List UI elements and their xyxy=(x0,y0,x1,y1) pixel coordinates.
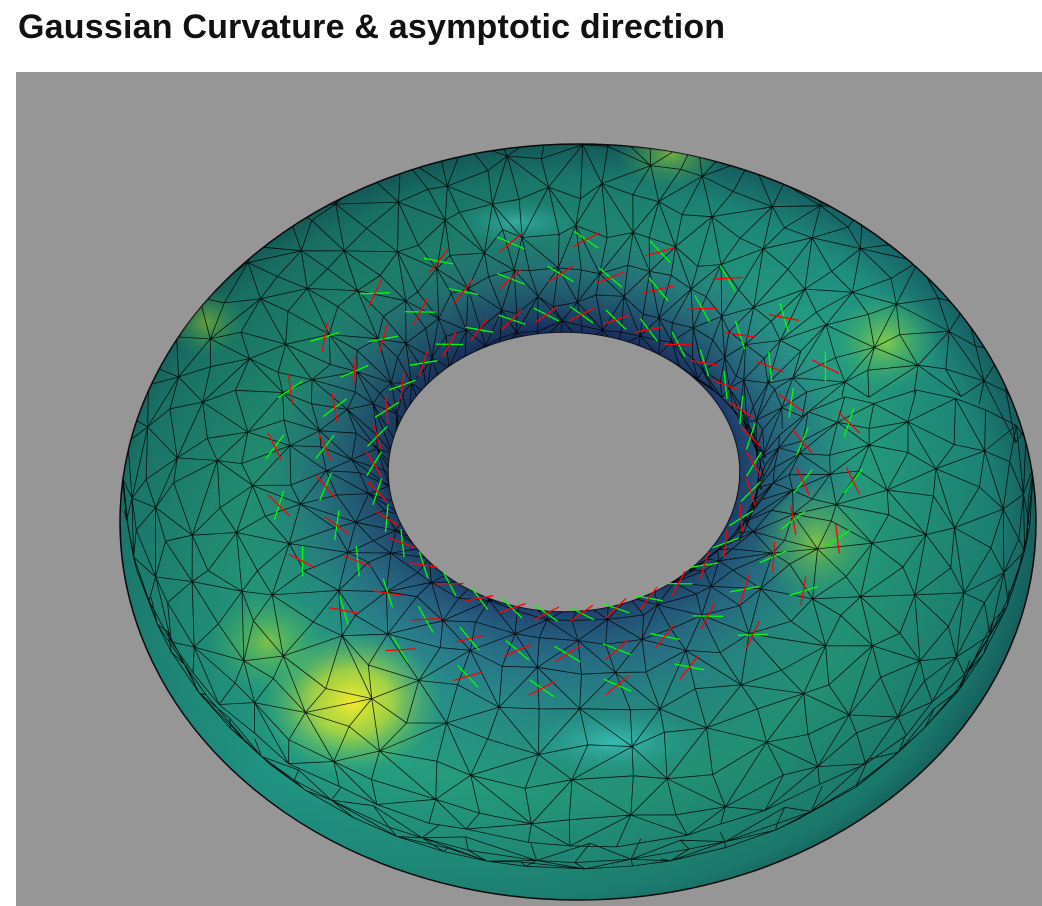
asymptotic-direction-red xyxy=(572,232,600,248)
asymptotic-direction-red xyxy=(412,298,428,326)
asymptotic-direction-red xyxy=(654,624,675,649)
asymptotic-direction-red xyxy=(366,451,382,477)
asymptotic-direction-red xyxy=(378,324,389,354)
asymptotic-direction-red xyxy=(498,603,526,614)
asymptotic-direction-red xyxy=(410,618,441,621)
asymptotic-direction-red xyxy=(328,607,359,614)
asymptotic-direction-red xyxy=(331,392,339,423)
asymptotic-direction-red xyxy=(639,586,658,610)
asymptotic-direction-red xyxy=(745,478,756,506)
asymptotic-direction-red xyxy=(366,481,388,502)
asymptotic-direction-red xyxy=(746,451,762,477)
asymptotic-direction-red xyxy=(343,555,373,568)
asymptotic-direction-red xyxy=(671,570,686,597)
asymptotic-direction-red xyxy=(533,606,560,621)
asymptotic-direction-red xyxy=(465,595,494,602)
asymptotic-direction-red xyxy=(568,307,595,322)
asymptotic-direction-red xyxy=(453,279,474,304)
asymptotic-direction-red xyxy=(634,326,663,333)
asymptotic-direction-red xyxy=(368,279,383,308)
asymptotic-direction-red xyxy=(796,467,810,496)
asymptotic-direction-red xyxy=(288,553,317,569)
asymptotic-direction-red xyxy=(287,374,293,405)
asymptotic-direction-red xyxy=(372,590,403,597)
asymptotic-direction-red xyxy=(837,411,861,434)
asymptotic-direction-red xyxy=(528,680,556,696)
asymptotic-direction-red xyxy=(470,318,489,342)
asymptotic-direction-red xyxy=(389,537,416,549)
asymptotic-direction-red xyxy=(771,541,776,572)
asymptotic-direction-red xyxy=(800,576,807,606)
asymptotic-direction-red xyxy=(605,598,627,619)
asymptotic-direction-red xyxy=(569,604,594,623)
asymptotic-direction-red xyxy=(700,602,716,630)
asymptotic-direction-red xyxy=(374,510,400,527)
asymptotic-direction-red xyxy=(605,638,629,660)
asymptotic-direction-red xyxy=(740,426,762,447)
asymptotic-direction-red xyxy=(645,246,675,257)
asymptotic-direction-red xyxy=(712,276,743,280)
asymptotic-direction-red xyxy=(352,356,357,387)
asymptotic-direction-red xyxy=(501,309,523,330)
asymptotic-direction-red xyxy=(318,432,332,461)
asymptotic-direction-red xyxy=(385,648,416,652)
asymptotic-direction-red xyxy=(400,371,405,399)
asymptotic-direction-red xyxy=(811,359,840,375)
asymptotic-direction-red xyxy=(723,529,728,557)
asymptotic-direction-red xyxy=(690,360,719,366)
3d-viewport[interactable] xyxy=(16,72,1042,906)
asymptotic-direction-red xyxy=(324,516,350,535)
asymptotic-direction-red xyxy=(699,551,710,579)
asymptotic-direction-red xyxy=(596,271,625,284)
asymptotic-direction-red xyxy=(778,393,804,412)
asymptotic-direction-red xyxy=(547,265,574,283)
asymptotic-direction-lines xyxy=(265,230,863,698)
asymptotic-direction-red xyxy=(602,314,630,325)
asymptotic-direction-red xyxy=(728,401,754,418)
asymptotic-direction-red xyxy=(792,429,813,454)
asymptotic-direction-red xyxy=(846,467,861,495)
asymptotic-direction-red xyxy=(498,232,523,253)
asymptotic-direction-red xyxy=(453,671,483,682)
asymptotic-direction-red xyxy=(789,505,797,536)
asymptotic-direction-red xyxy=(372,422,383,450)
asymptotic-direction-red xyxy=(454,634,485,643)
asymptotic-direction-red xyxy=(687,307,718,310)
asymptotic-direction-red xyxy=(769,314,800,321)
asymptotic-direction-red xyxy=(499,268,523,290)
asymptotic-direction-red xyxy=(418,349,429,377)
torus-render[interactable] xyxy=(16,72,1042,906)
asymptotic-direction-red xyxy=(712,379,739,391)
asymptotic-direction-red xyxy=(267,494,291,517)
asymptotic-direction-red xyxy=(643,285,674,294)
asymptotic-direction-red xyxy=(679,654,700,680)
asymptotic-direction-red xyxy=(315,474,336,499)
asymptotic-direction-red xyxy=(739,574,750,604)
asymptotic-direction-red xyxy=(755,360,785,373)
asymptotic-direction-red xyxy=(503,644,532,657)
asymptotic-direction-red xyxy=(605,675,630,696)
asymptotic-direction-red xyxy=(267,433,282,461)
asymptotic-direction-red xyxy=(745,620,760,649)
asymptotic-direction-red xyxy=(409,562,438,568)
asymptotic-direction-red xyxy=(442,331,457,358)
asymptotic-direction-red xyxy=(725,331,756,338)
asymptotic-direction-red xyxy=(321,322,328,352)
asymptotic-direction-red xyxy=(739,504,744,533)
asymptotic-direction-red xyxy=(428,248,449,274)
asymptotic-direction-red xyxy=(534,305,559,324)
asymptotic-direction-red xyxy=(384,395,389,424)
page-title: Gaussian Curvature & asymptotic directio… xyxy=(18,8,726,46)
asymptotic-direction-red xyxy=(835,523,841,554)
asymptotic-direction-red xyxy=(554,645,581,663)
